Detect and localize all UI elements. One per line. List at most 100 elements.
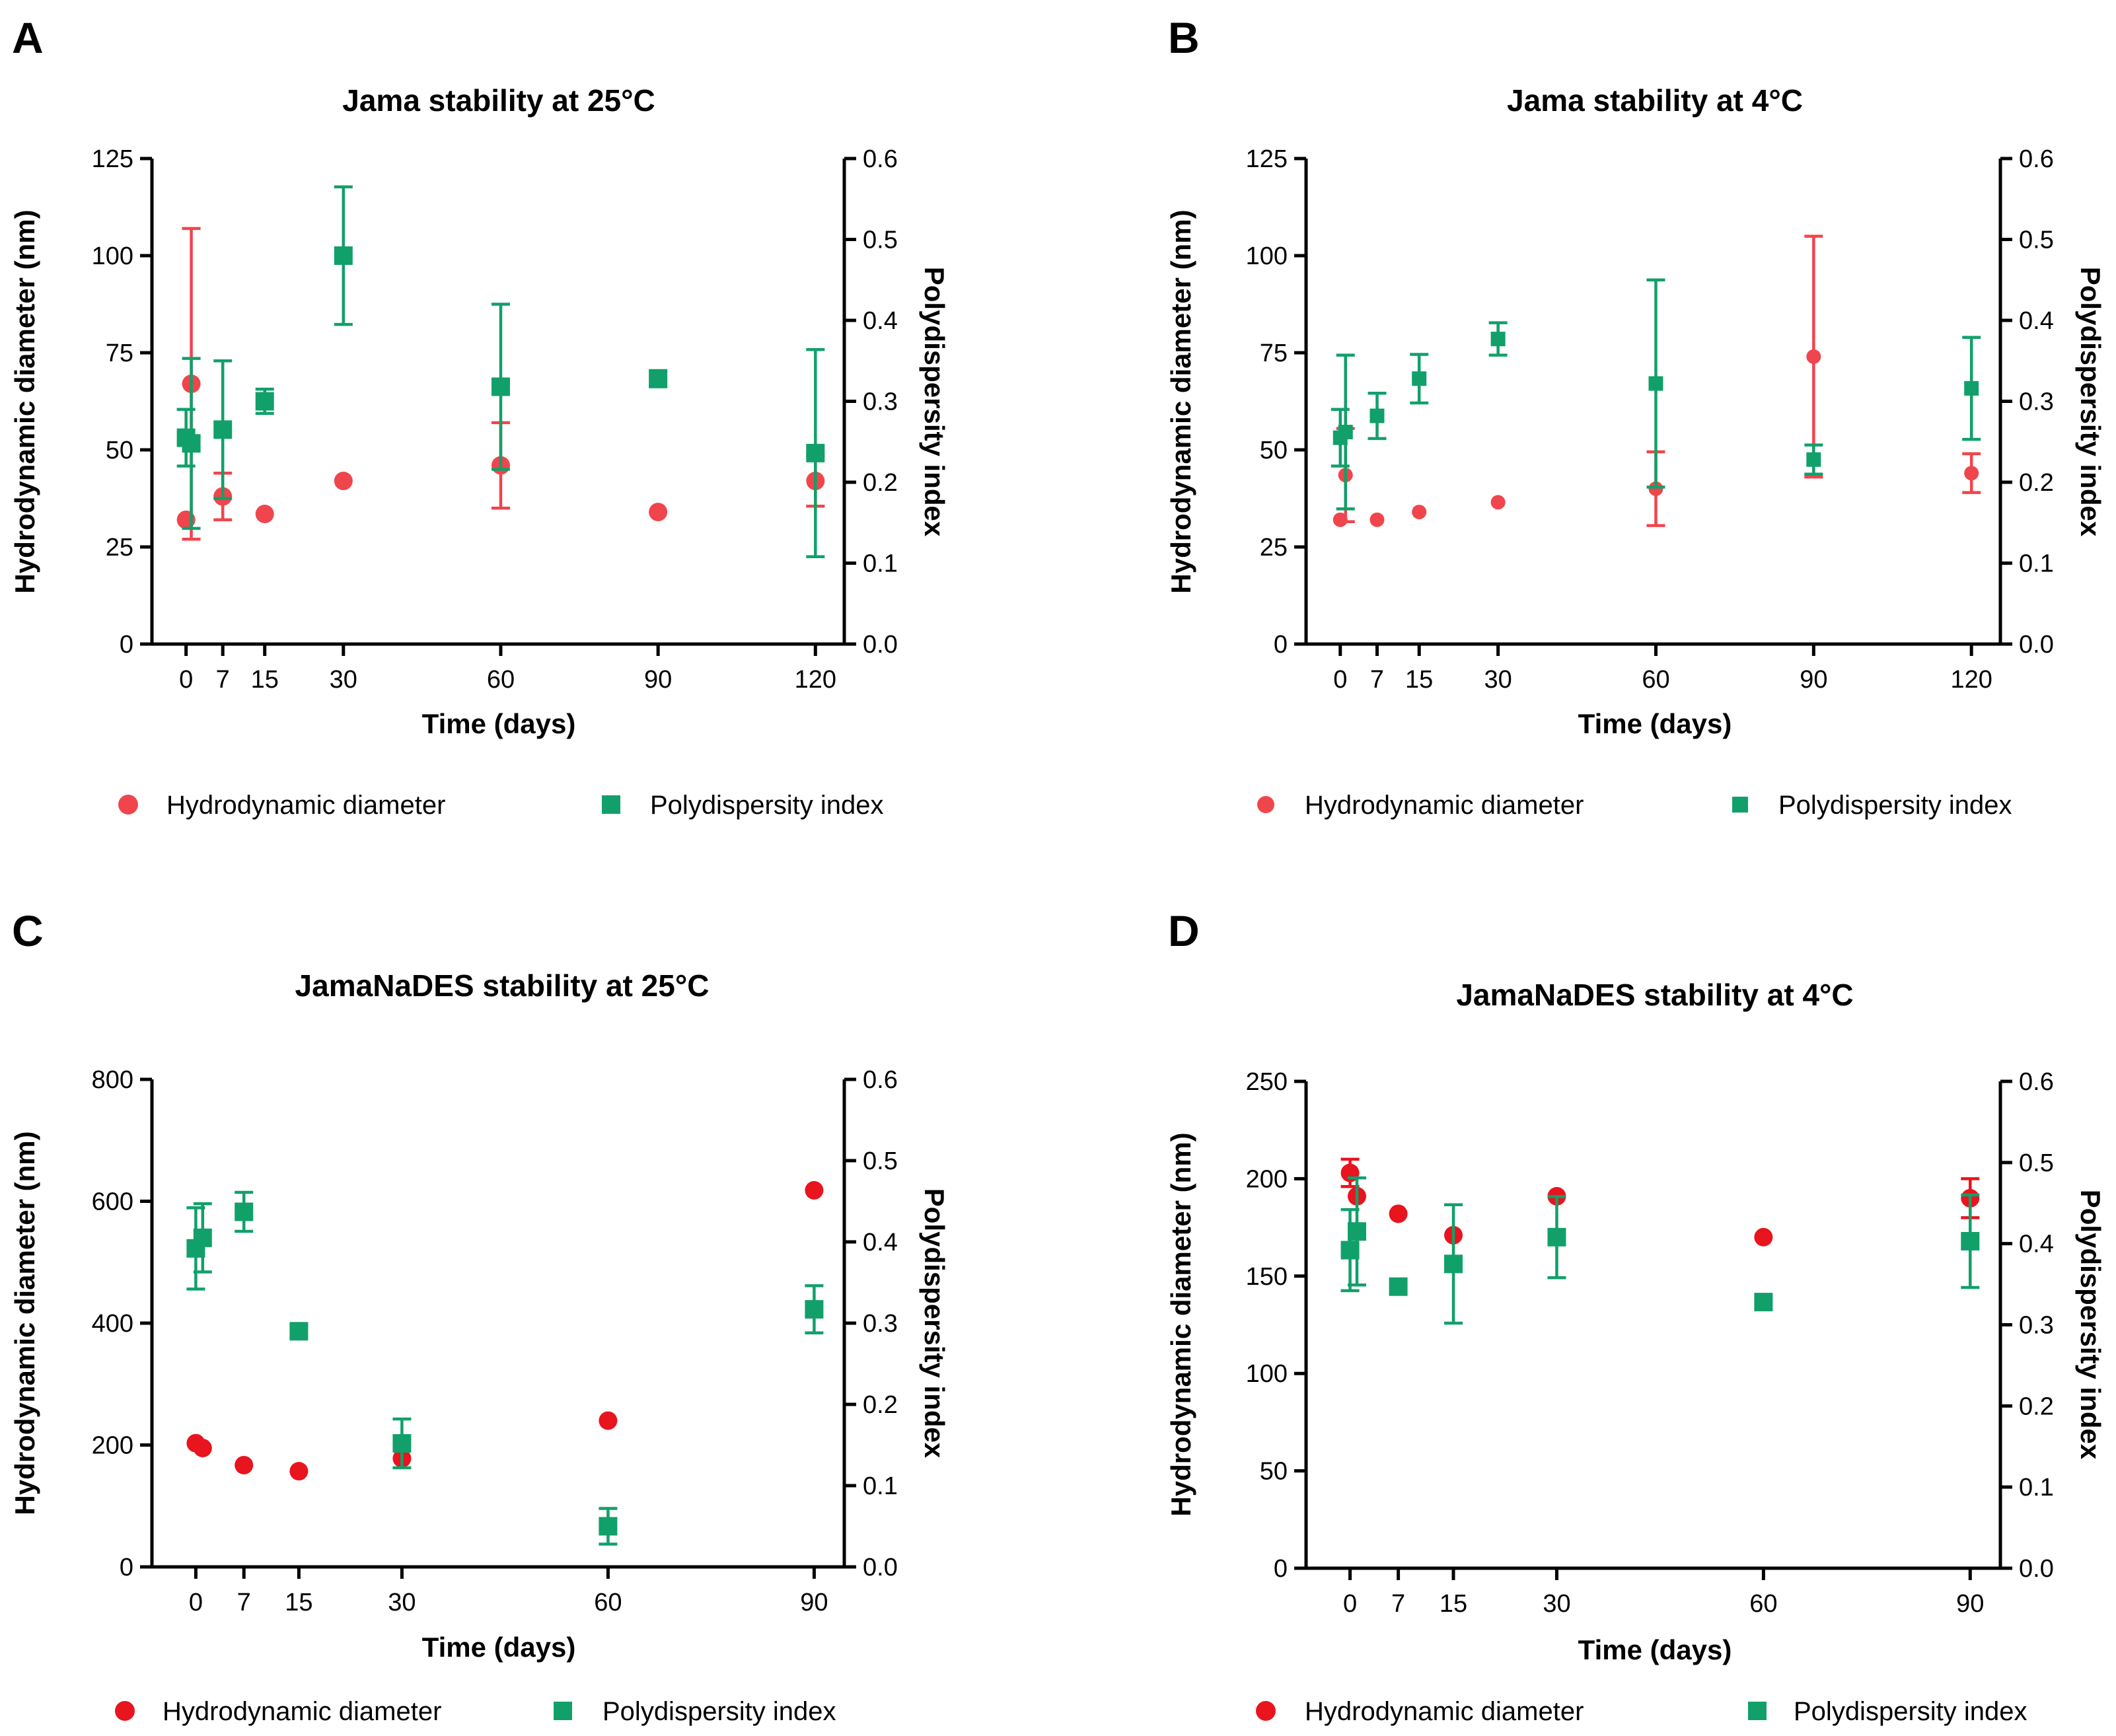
x-tick-label: 0 [1343,1590,1357,1618]
diameter-series [1340,1157,1980,1247]
x-tick-label: 30 [1543,1590,1570,1618]
x-axis-label-c: Time (days) [422,1632,576,1663]
legend-a: Hydrodynamic diameter Polydispersity ind… [118,791,884,820]
pdi-point [806,443,825,462]
legend-c: Hydrodynamic diameter Polydispersity ind… [115,1697,836,1726]
diameter-series [1332,235,1981,527]
legend-label-diameter-d: Hydrodynamic diameter [1305,1697,1584,1726]
y2-tick-label: 0.4 [2019,1231,2054,1258]
legend-b: Hydrodynamic diameter Polydispersity ind… [1257,791,2012,820]
legend-square-marker-c [554,1702,572,1720]
y2-tick-label: 0.1 [863,1472,898,1500]
x-tick-label: 60 [594,1589,622,1616]
y-tick-label: 200 [92,1432,133,1460]
diameter-point [1389,1204,1408,1223]
y2-tick-label: 0.5 [2019,227,2054,254]
x-tick-label: 15 [285,1589,312,1616]
panel-letter-c: C [12,906,44,955]
y2-tick-label: 0.5 [2019,1149,2054,1177]
x-tick-label: 120 [795,666,836,694]
pdi-point [649,369,668,388]
pdi-point [1961,1231,1980,1250]
y-tick-label: 200 [1246,1165,1288,1193]
legend-square-marker-a [602,795,620,814]
pdi-point [1648,376,1663,391]
y-tick-label: 50 [106,437,133,464]
y-tick-label: 50 [1260,437,1288,464]
pdi-point [599,1517,618,1536]
x-axis-label-d: Time (days) [1578,1634,1732,1665]
legend-label-pdi-a: Polydispersity index [650,791,884,820]
pdi-series [1331,278,1981,511]
y-tick-label: 125 [92,145,133,173]
diameter-point [235,1455,254,1474]
y2-tick-label: 0.0 [863,631,898,659]
x-tick-label: 0 [1333,666,1347,694]
y-tick-label: 0 [120,1554,133,1581]
y2-tick-label: 0.4 [863,1229,898,1256]
panel-b: B Jama stability at 4°C 0 25 50 75 100 125 0.0… [1165,13,2106,820]
y2-tick-label: 0.4 [863,307,898,335]
diameter-point [649,503,668,522]
y-tick-label: 0 [1274,1555,1288,1583]
x-tick-label: 90 [1956,1590,1984,1618]
y-tick-label: 100 [1246,1360,1288,1388]
pdi-point [193,1228,212,1247]
y-tick-label: 50 [1260,1458,1288,1486]
pdi-point [235,1202,254,1221]
diameter-series [186,1180,824,1481]
y-tick-label: 75 [106,340,133,367]
y2-tick-label: 0.2 [2019,469,2054,497]
diameter-point [289,1462,309,1481]
y-tick-label: 25 [106,534,133,561]
y-tick-label: 250 [1246,1068,1288,1096]
x-tick-label: 7 [216,666,230,694]
y2-tick-label: 0.6 [863,1066,898,1094]
diameter-point [599,1411,618,1430]
chart-title-c: JamaNaDES stability at 25°C [295,968,710,1003]
legend-label-diameter-c: Hydrodynamic diameter [163,1697,441,1726]
x-tick-label: 60 [487,666,515,694]
pdi-point [1547,1227,1566,1247]
y-axis-label-a: Hydrodynamic diameter (nm) [9,209,40,593]
diameter-point [1648,481,1663,496]
x-tick-label: 7 [1391,1590,1405,1618]
y2-tick-label: 0.1 [2019,1474,2054,1501]
legend-square-marker-d [1748,1702,1767,1720]
diameter-point [1332,512,1348,527]
pdi-point [182,434,201,453]
y2-tick-label: 0.3 [863,388,898,416]
x-tick-label: 7 [1370,666,1384,694]
pdi-point [334,246,353,265]
diameter-point [255,505,274,524]
pdi-series [176,185,825,558]
y-tick-label: 125 [1246,145,1288,173]
pdi-point [392,1434,412,1453]
pdi-series [186,1190,824,1546]
legend-label-pdi-d: Polydispersity index [1794,1697,2027,1726]
diameter-point [1964,466,1979,481]
pdi-point [1964,380,1979,396]
y2-tick-label: 0.0 [863,1554,898,1581]
x-tick-label: 15 [1405,666,1433,694]
legend-square-marker-b [1732,797,1748,813]
y-tick-label: 800 [92,1066,133,1094]
y-tick-label: 400 [92,1310,133,1338]
legend-label-diameter-a: Hydrodynamic diameter [166,791,445,820]
y2-tick-label: 0.3 [863,1310,898,1338]
pdi-point [805,1300,824,1319]
x-tick-label: 120 [1950,666,1992,694]
y-axis-label-b: Hydrodynamic diameter (nm) [1165,209,1196,593]
x-tick-label: 90 [1800,666,1827,694]
y2-axis-label-b: Polydispersity index [2075,267,2106,537]
pdi-point [255,392,274,411]
legend-d: Hydrodynamic diameter Polydispersity ind… [1256,1697,2027,1726]
x-tick-label: 7 [237,1589,251,1616]
y-tick-label: 75 [1260,340,1288,367]
diameter-point [1806,349,1821,364]
axes-c: 0 200 400 600 800 0.0 0.1 0.2 0.3 0.4 0.5 0.6 0 7 15 30… [92,1066,898,1616]
y2-axis-label-d: Polydispersity index [2075,1190,2106,1460]
pdi-point [1338,425,1353,440]
y2-tick-label: 0.4 [2019,307,2054,335]
